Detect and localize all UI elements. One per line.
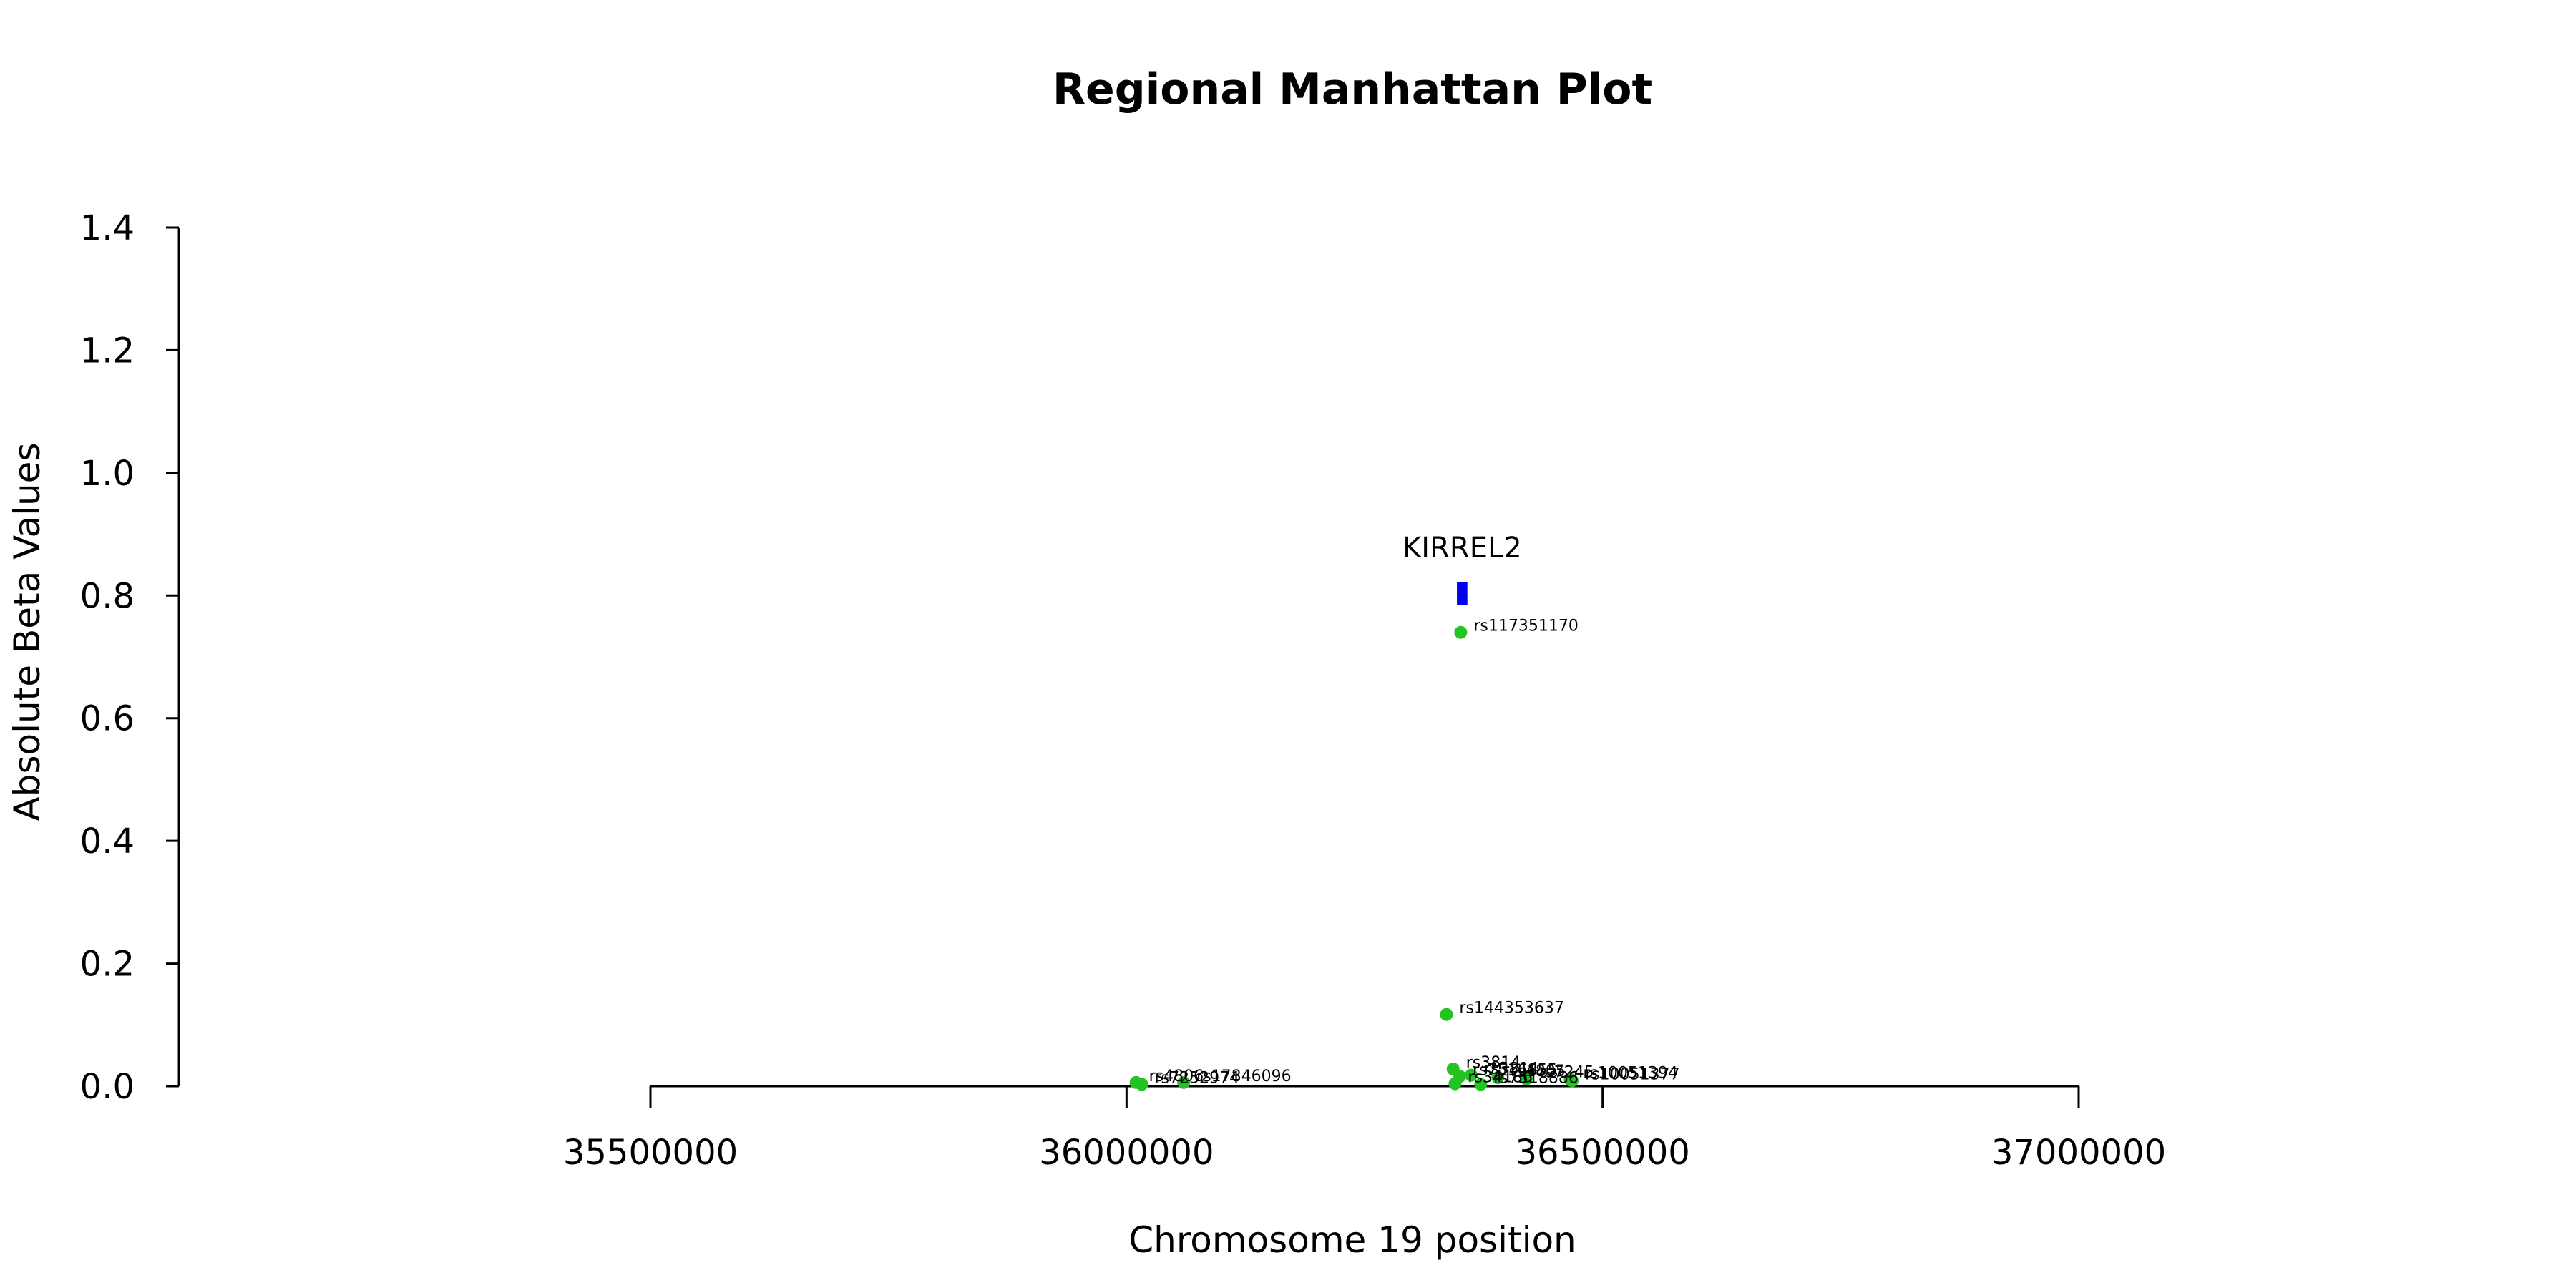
x-tick-label: 36000000 [1039, 1133, 1214, 1173]
snp-label: rs7252974 [1155, 1069, 1240, 1087]
snp-label: rs7516855 [1473, 1061, 1558, 1079]
snp-label: rs7518886 [1493, 1069, 1579, 1087]
y-tick-label: 1.2 [80, 331, 135, 371]
snp-point [1135, 1078, 1148, 1091]
y-tick-label: 0.0 [80, 1067, 135, 1107]
y-tick-label: 0.2 [80, 945, 135, 985]
snp-label: rs10051377 [1585, 1065, 1679, 1083]
snp-label: rs10051394 [1583, 1065, 1677, 1083]
snp-label: rs3814 [1484, 1060, 1539, 1078]
snp-point [1440, 1008, 1453, 1021]
x-tick-label: 37000000 [1991, 1133, 2166, 1173]
snp-label: rs144353637 [1459, 1000, 1563, 1018]
gene-marker [1457, 582, 1468, 605]
y-tick-label: 1.0 [80, 454, 135, 494]
snp-label: rs7245 [1539, 1064, 1594, 1082]
snp-point [1448, 1077, 1462, 1091]
snp-label: rs4805 [1511, 1063, 1566, 1080]
snp-point [1566, 1074, 1579, 1088]
snp-label: rs17846096 [1196, 1068, 1291, 1085]
point-labels: rs117351170 rs144353637 rs3814rs7516855rs3… [1149, 618, 1680, 1088]
snp-point [1465, 1068, 1478, 1082]
snp-point [1177, 1075, 1191, 1089]
data-points [1129, 625, 1579, 1091]
chart-title: Regional Manhattan Plot [1053, 64, 1652, 114]
gene-label: KIRREL2 [1402, 532, 1522, 565]
x-tick-label: 35500000 [563, 1133, 738, 1173]
snp-label: rs117351170 [1473, 618, 1578, 635]
y-tick-label: 1.4 [80, 208, 135, 248]
snp-point [1520, 1072, 1533, 1085]
snp-label: rs4806 [1149, 1068, 1204, 1085]
x-axis-title: Chromosome 19 position [1128, 1219, 1576, 1261]
y-tick-label: 0.6 [80, 699, 135, 739]
y-axis-ticks: 0.0 0.2 0.4 0.6 0.8 1.0 1.2 1.4 [80, 208, 179, 1107]
y-tick-label: 0.8 [80, 576, 135, 616]
x-axis-ticks: 35500000 36000000 36500000 37000000 [563, 1086, 2166, 1173]
gene-layer: KIRREL2 [1402, 532, 1522, 605]
snp-point [1454, 625, 1468, 639]
snp-point [1474, 1078, 1488, 1091]
snp-label: rs34186 [1468, 1069, 1533, 1087]
y-axis-title: Absolute Beta Values [6, 443, 48, 821]
y-tick-label: 0.4 [80, 821, 135, 862]
snp-label: rs3814 [1466, 1054, 1521, 1072]
x-tick-label: 36500000 [1516, 1133, 1690, 1173]
snp-point [1491, 1071, 1505, 1084]
